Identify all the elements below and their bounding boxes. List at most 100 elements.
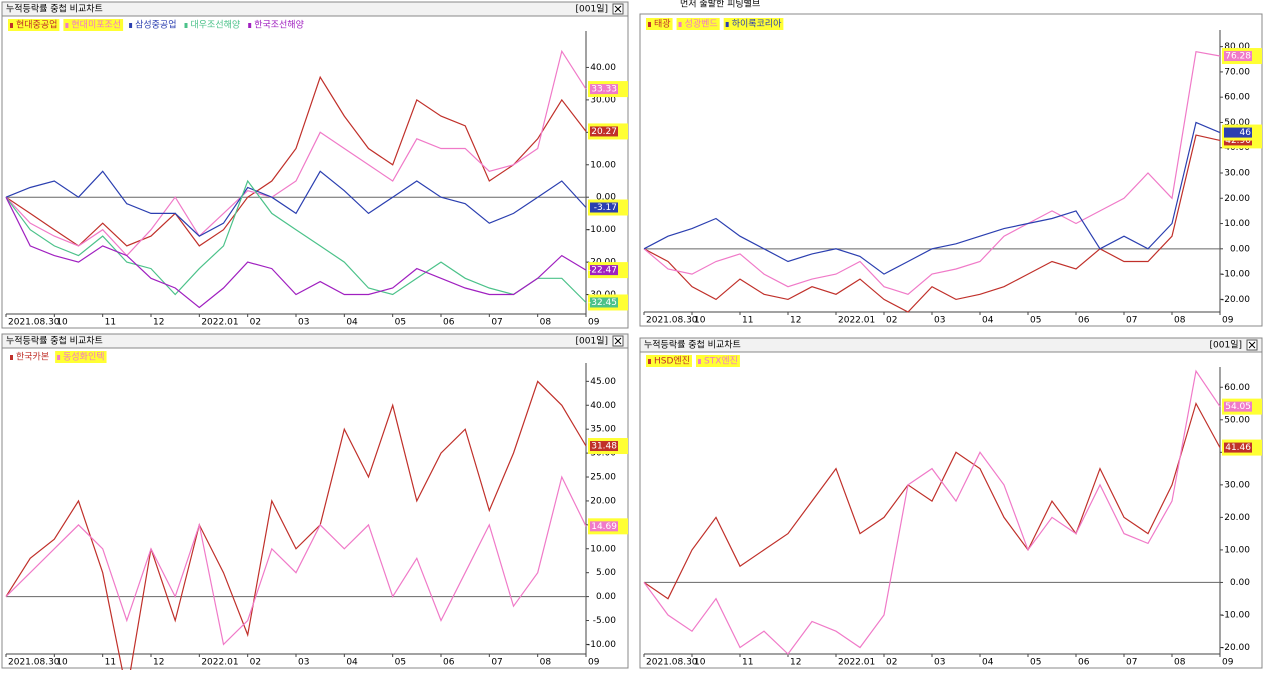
- period: [001일]: [576, 4, 608, 15]
- end-label: 76.28: [1225, 52, 1251, 62]
- legend-label: 성광벤드: [685, 18, 718, 30]
- x-tick-label: 02: [886, 658, 897, 668]
- end-label-box: [590, 84, 618, 95]
- x-tick-label: 07: [1126, 316, 1137, 326]
- x-tick-label: 03: [934, 316, 945, 326]
- legend-swatch: [697, 359, 701, 364]
- y-tick-label: 45.00: [590, 377, 616, 387]
- x-tick-label: 06: [443, 658, 455, 668]
- end-label-box: [1224, 442, 1252, 453]
- x-tick-label: 2022.01: [201, 658, 238, 668]
- y-tick-label: 20.00: [590, 496, 616, 506]
- series-line: [643, 134, 1221, 313]
- x-tick-label: 08: [1174, 658, 1186, 668]
- end-label: 54.05: [1225, 402, 1251, 412]
- x-tick-label: 2021.08.30: [8, 658, 60, 668]
- series-line: [5, 170, 587, 237]
- panel-title: 누적등락률 중첩 비교차트: [6, 3, 103, 15]
- x-tick-label: 05: [395, 318, 406, 328]
- series-line: [643, 121, 1221, 275]
- legend-label: 한국조선해양: [254, 20, 304, 31]
- x-tick-label: 11: [105, 318, 116, 328]
- x-tick-label: 09: [1222, 316, 1234, 326]
- panel-title: 누적등락률 중첩 비교차트: [6, 335, 103, 347]
- x-tick-label: 05: [395, 658, 406, 668]
- x-tick-label: 12: [790, 658, 801, 668]
- legend-swatch: [648, 22, 651, 27]
- x-tick-label: 12: [153, 318, 164, 328]
- x-tick-label: 2022.01: [838, 316, 875, 326]
- panel-frame: [1, 333, 629, 669]
- series-line: [5, 179, 587, 303]
- end-label-box: [590, 297, 618, 308]
- series-line: [5, 380, 587, 674]
- x-tick-label: 2021.08.30: [646, 316, 698, 326]
- y-tick-label: -10.00: [587, 640, 616, 650]
- y-tick-label: 0.00: [1230, 578, 1250, 588]
- end-label: 20.27: [591, 127, 617, 137]
- y-tick-label: 30.00: [1224, 169, 1250, 179]
- x-tick-label: 10: [56, 658, 68, 668]
- panel-frame: [1, 1, 629, 329]
- end-label: 42.90: [1225, 136, 1251, 146]
- x-tick-label: 08: [1174, 316, 1186, 326]
- y-tick-label: 80.00: [1224, 42, 1250, 52]
- y-tick-label: 30.00: [590, 95, 616, 105]
- legend-highlight: [695, 355, 740, 367]
- legend-swatch: [678, 22, 682, 27]
- y-tick-label: 40.00: [590, 401, 616, 411]
- close-icon: [614, 337, 622, 345]
- legend-label: HSD엔진: [654, 356, 690, 367]
- x-tick-label: 03: [298, 318, 309, 328]
- y-tick-label: 10.00: [590, 160, 616, 170]
- y-tick-label: 5.00: [596, 568, 616, 578]
- x-tick-label: 2022.01: [201, 318, 238, 328]
- x-tick-label: 05: [1030, 316, 1041, 326]
- x-tick-label: 02: [250, 658, 261, 668]
- x-tick-label: 09: [588, 318, 600, 328]
- end-label-box: [590, 126, 618, 137]
- legend-swatch: [10, 23, 13, 28]
- series-line: [5, 196, 587, 309]
- legend-highlight: [8, 19, 60, 31]
- x-tick-label: 2021.08.30: [8, 318, 60, 328]
- x-tick-label: 07: [491, 318, 502, 328]
- y-tick-label: 0.00: [596, 193, 616, 203]
- end-label-box: [590, 441, 618, 452]
- annotation: 먼저 출발한 피팅밸브: [680, 0, 760, 10]
- end-label-box: [590, 265, 618, 276]
- x-tick-label: 05: [1030, 658, 1041, 668]
- x-tick-label: 03: [298, 658, 309, 668]
- end-label: -32.45: [588, 298, 617, 308]
- end-label: 33.33: [591, 85, 617, 95]
- end-label: 14.69: [591, 522, 617, 532]
- legend-highlight: [723, 18, 784, 30]
- y-tick-label: 10.00: [1224, 545, 1250, 555]
- legend-swatch: [57, 355, 61, 360]
- x-tick-label: 09: [588, 658, 600, 668]
- y-tick-label: 30.00: [1224, 480, 1250, 490]
- y-tick-label: -10.00: [587, 225, 616, 235]
- legend-label: 하이록코리아: [732, 19, 782, 30]
- x-tick-label: 08: [540, 318, 552, 328]
- legend-highlight: [55, 351, 107, 363]
- x-tick-label: 04: [346, 318, 358, 328]
- series-line: [5, 475, 587, 646]
- period: [001일]: [1210, 340, 1242, 351]
- legend-swatch: [129, 23, 133, 28]
- y-tick-label: -20.00: [1221, 643, 1250, 653]
- series-line: [643, 401, 1221, 600]
- x-tick-label: 10: [694, 316, 706, 326]
- x-tick-label: 04: [346, 658, 358, 668]
- y-tick-label: 10.00: [1224, 219, 1250, 229]
- legend-swatch: [184, 23, 188, 28]
- legend-highlight: [676, 18, 720, 30]
- x-tick-label: 06: [443, 318, 455, 328]
- x-tick-label: 2022.01: [838, 658, 875, 668]
- legend-label: 한국카본: [16, 352, 49, 363]
- x-tick-label: 11: [742, 316, 753, 326]
- y-tick-label: 60.00: [1224, 383, 1250, 393]
- y-tick-label: 20.00: [1224, 194, 1250, 204]
